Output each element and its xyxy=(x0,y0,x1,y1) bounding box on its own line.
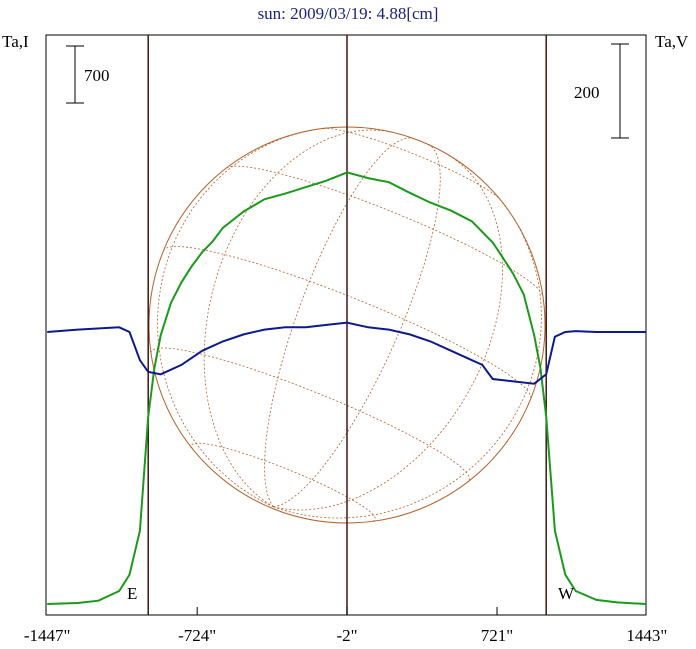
marker-west: W xyxy=(558,584,575,603)
longitude-line xyxy=(264,137,414,508)
latitude-line xyxy=(150,347,470,482)
longitude-line xyxy=(157,128,324,508)
longitude-line xyxy=(203,129,394,508)
series-line-2 xyxy=(47,321,646,385)
x-tick-label: 721" xyxy=(481,626,513,645)
latitude-line xyxy=(191,442,376,522)
reference-lines xyxy=(147,35,547,615)
latitude-line xyxy=(323,127,501,201)
plot-frame xyxy=(45,34,647,616)
x-tick-label: -2" xyxy=(336,626,357,645)
scale-bar-left-label: 700 xyxy=(84,66,110,85)
longitude-line xyxy=(273,153,503,511)
curves xyxy=(47,171,647,605)
scale-bar-right xyxy=(611,43,629,139)
x-axis-ticks: -1447" -724" -2" 721" 1443" xyxy=(24,607,667,645)
latitude-line xyxy=(226,165,544,296)
x-tick-label: -1447" xyxy=(24,626,71,645)
series-line-1 xyxy=(47,171,647,605)
scale-bar-right-label: 200 xyxy=(574,83,600,102)
longitude-line xyxy=(273,199,542,519)
x-tick-label: 1443" xyxy=(626,626,667,645)
x-tick-label: -724" xyxy=(178,626,216,645)
left-axis-label: Ta,I xyxy=(2,32,29,51)
chart-title: sun: 2009/03/19: 4.88[cm] xyxy=(258,4,439,23)
scale-bar-left xyxy=(66,45,84,104)
right-axis-label: Ta,V xyxy=(655,32,689,51)
marker-east: E xyxy=(127,584,137,603)
longitude-line xyxy=(273,144,441,508)
